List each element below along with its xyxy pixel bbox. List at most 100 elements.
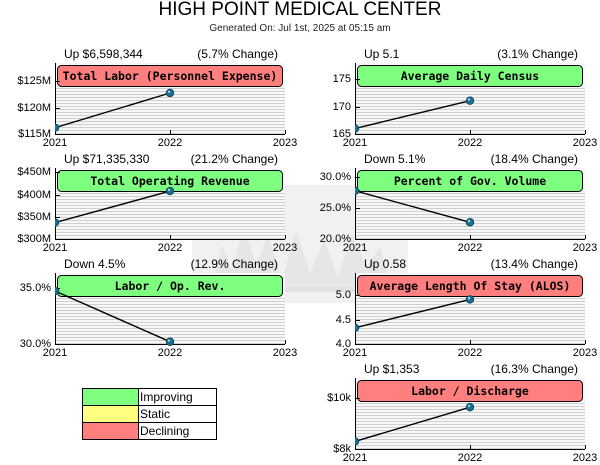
y-tick-label: $115M [18, 128, 51, 140]
legend-item-improving: Improving [82, 388, 217, 405]
chart-panel: Labor / Discharge Up $1,353 (16.3% Change… [327, 362, 600, 464]
data-point [465, 402, 475, 412]
chart-panel: Total Labor (Personnel Expense) Up $6,59… [17, 47, 300, 149]
generated-timestamp: Generated On: Jul 1st, 2025 at 05:15 am [209, 23, 391, 34]
data-point-highlight [467, 297, 471, 300]
chart-panel: Average Daily Census Up 5.1 (3.1% Change)… [333, 47, 600, 149]
x-tick-label: 2023 [272, 137, 298, 149]
change-percent: (5.7% Change) [197, 47, 278, 61]
y-tick-label: $450M [17, 166, 51, 178]
data-point [55, 286, 60, 296]
legend-item-static: Static [82, 405, 217, 422]
y-tick-label: $400M [17, 189, 51, 201]
chart-title-bar [357, 170, 583, 192]
chart-title: Percent of Gov. Volume [394, 174, 546, 188]
y-tick-label: $8k [333, 443, 351, 455]
y-tick-label: 25.0% [319, 202, 351, 214]
legend-swatch [83, 389, 139, 405]
data-point-highlight [167, 188, 171, 192]
chart-svg: Total Labor (Personnel Expense) [55, 63, 286, 135]
data-point-highlight [467, 219, 471, 223]
chart-panel: Average Length Of Stay (ALOS) Up 0.58 (13… [336, 257, 600, 359]
change-summary: Up $1,353 [364, 362, 420, 376]
legend-swatch [83, 423, 139, 439]
y-tick-label: 20.0% [319, 233, 351, 245]
y-tick-label: $120M [17, 102, 51, 114]
data-point-highlight [167, 90, 171, 93]
y-tick-label: 4.5 [335, 314, 351, 326]
chart-title-bar [57, 275, 283, 297]
chart-svg: Total Operating Revenue [55, 168, 286, 240]
data-point [465, 96, 475, 105]
x-tick-label: 2022 [457, 452, 483, 464]
chart-svg: Average Daily Census [355, 63, 586, 135]
legend-swatch [83, 406, 139, 422]
data-point [355, 186, 360, 196]
y-tick-label: $10k [327, 392, 351, 404]
y-tick-label: 4.0 [335, 338, 351, 350]
x-tick-label: 2023 [572, 137, 598, 149]
data-point-highlight [467, 404, 471, 408]
chart-svg: Labor / Op. Rev. [55, 273, 286, 346]
data-point [355, 323, 360, 333]
data-point [355, 124, 360, 133]
change-summary: Up 0.58 [364, 257, 407, 271]
series-line [355, 298, 471, 329]
x-tick-label: 2022 [457, 137, 483, 149]
y-tick-label: $125M [17, 75, 51, 87]
chart-title-bar [357, 380, 583, 402]
x-tick-label: 2021 [342, 347, 368, 359]
x-tick-label: 2023 [572, 347, 598, 359]
chart-title-bar [57, 65, 283, 87]
x-tick-label: 2021 [42, 137, 68, 149]
data-point [355, 437, 360, 446]
legend-label: Declining [140, 424, 190, 438]
series-line [355, 406, 471, 443]
data-point-highlight [167, 339, 171, 342]
series-line [355, 100, 471, 130]
x-tick-label: 2021 [42, 242, 68, 254]
chart-svg: Average Length Of Stay (ALOS) [355, 273, 586, 345]
legend-label: Static [140, 407, 171, 421]
chart-title: Average Daily Census [401, 69, 539, 83]
x-tick-label: 2023 [272, 242, 298, 254]
chart-panel: Labor / Op. Rev. Down 4.5% (12.9% Change)… [20, 257, 300, 359]
change-percent: (21.2% Change) [190, 152, 278, 166]
data-point [165, 186, 175, 196]
chart-title-bar [357, 65, 583, 87]
change-percent: (13.4% Change) [490, 257, 578, 271]
legend: Improving Static Declining [82, 388, 217, 440]
y-tick-label: 35.0% [19, 282, 51, 294]
data-point [55, 123, 60, 132]
x-tick-label: 2022 [157, 137, 183, 149]
series-line [55, 290, 171, 343]
series-line [55, 92, 171, 129]
data-point [165, 337, 175, 346]
chart-title: Total Labor (Personnel Expense) [63, 69, 278, 83]
x-tick-label: 2021 [42, 347, 68, 359]
data-point [465, 218, 475, 227]
chart-svg: Percent of Gov. Volume [355, 168, 586, 240]
x-tick-label: 2023 [272, 347, 298, 359]
y-tick-label: 165 [332, 128, 351, 140]
y-tick-label: $350M [17, 211, 51, 223]
data-point [165, 88, 175, 98]
data-point [465, 295, 475, 304]
legend-item-declining: Declining [82, 422, 217, 440]
x-tick-label: 2023 [572, 242, 598, 254]
chart-title: Labor / Op. Rev. [115, 279, 226, 293]
change-percent: (18.4% Change) [490, 152, 578, 166]
data-point-highlight [467, 98, 471, 101]
change-percent: (16.3% Change) [490, 362, 578, 376]
y-tick-label: 170 [332, 101, 351, 113]
data-point [55, 218, 60, 227]
x-tick-label: 2022 [157, 347, 183, 359]
change-percent: (12.9% Change) [190, 257, 278, 271]
change-summary: Down 4.5% [64, 257, 126, 271]
chart-svg: Labor / Discharge [355, 378, 586, 450]
x-tick-label: 2022 [457, 242, 483, 254]
y-tick-label: 30.0% [319, 171, 351, 183]
change-summary: Up 5.1 [364, 47, 400, 61]
chart-title: Labor / Discharge [411, 384, 529, 398]
chart-title: Average Length Of Stay (ALOS) [370, 279, 571, 293]
